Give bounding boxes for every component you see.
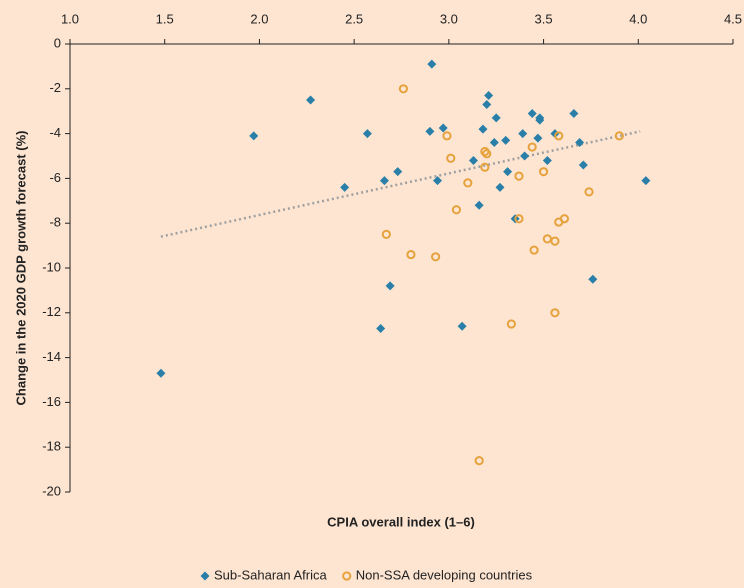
point [484, 91, 494, 101]
y-tick-label: -20 [42, 483, 61, 498]
point [474, 456, 484, 466]
y-tick-label: -16 [42, 394, 61, 409]
point [480, 162, 490, 172]
x-tick-label: 3.0 [440, 11, 458, 26]
point [463, 178, 473, 188]
point [340, 182, 350, 192]
point [554, 131, 564, 141]
y-tick-label: 0 [54, 35, 61, 50]
point [542, 155, 552, 165]
point [474, 200, 484, 210]
point [550, 236, 560, 246]
point [381, 229, 391, 239]
point [457, 321, 467, 331]
legend: Sub-Saharan Africa Non-SSA developing cou… [214, 567, 533, 582]
y-tick-label: -4 [49, 125, 61, 140]
y-tick-label: -10 [42, 259, 61, 274]
point [533, 133, 543, 143]
point [379, 176, 389, 186]
x-tick-label: 4.5 [724, 11, 742, 26]
point [491, 113, 501, 123]
x-tick-label: 1.5 [156, 11, 174, 26]
point [478, 124, 488, 134]
point [427, 59, 437, 69]
point [495, 182, 505, 192]
point [156, 368, 166, 378]
point [438, 123, 448, 133]
y-tick-label: -14 [42, 349, 61, 364]
point [503, 167, 513, 177]
y-tick-label: -6 [49, 170, 61, 185]
point [641, 176, 651, 186]
legend-marker [200, 571, 210, 581]
legend-label: Non-SSA developing countries [356, 567, 533, 582]
point [425, 126, 435, 136]
point [432, 176, 442, 186]
point [614, 131, 624, 141]
point [575, 138, 585, 148]
point [514, 214, 524, 224]
legend-marker [342, 571, 352, 581]
point [482, 149, 492, 159]
point [362, 129, 372, 139]
point [501, 135, 511, 145]
point [446, 153, 456, 163]
point [398, 84, 408, 94]
y-axis-title: Change in the 2020 GDP growth forecast (… [13, 131, 28, 406]
point [442, 131, 452, 141]
x-axis-title: CPIA overall index (1–6) [327, 514, 475, 529]
point [249, 131, 259, 141]
point [430, 252, 441, 262]
point [535, 115, 545, 125]
y-tick-label: -8 [49, 215, 61, 230]
trendline [160, 130, 641, 238]
x-tick-label: 1.0 [61, 11, 79, 26]
point [451, 205, 462, 215]
y-tick-label: -18 [42, 439, 61, 454]
point [550, 308, 560, 318]
point [538, 167, 549, 177]
point [520, 151, 530, 161]
point [306, 95, 316, 105]
y-tick-label: -12 [42, 304, 61, 319]
point [518, 129, 528, 139]
point [529, 245, 539, 255]
x-tick-label: 3.5 [535, 11, 553, 26]
point [506, 319, 516, 329]
x-tick-label: 2.5 [345, 11, 363, 26]
point [406, 249, 416, 260]
point [482, 99, 492, 109]
point [489, 138, 499, 148]
point [584, 187, 594, 197]
legend-label: Sub-Saharan Africa [214, 567, 328, 582]
x-tick-label: 2.0 [250, 11, 268, 26]
point [527, 108, 537, 118]
point [578, 160, 588, 170]
point [559, 214, 570, 224]
point [588, 274, 598, 284]
point [393, 167, 403, 177]
point [385, 281, 395, 291]
y-tick-label: -2 [49, 80, 61, 95]
point [527, 142, 537, 152]
point [569, 108, 579, 118]
x-tick-label: 4.0 [629, 11, 647, 26]
point [376, 323, 386, 333]
point [514, 171, 524, 181]
point [468, 155, 478, 165]
